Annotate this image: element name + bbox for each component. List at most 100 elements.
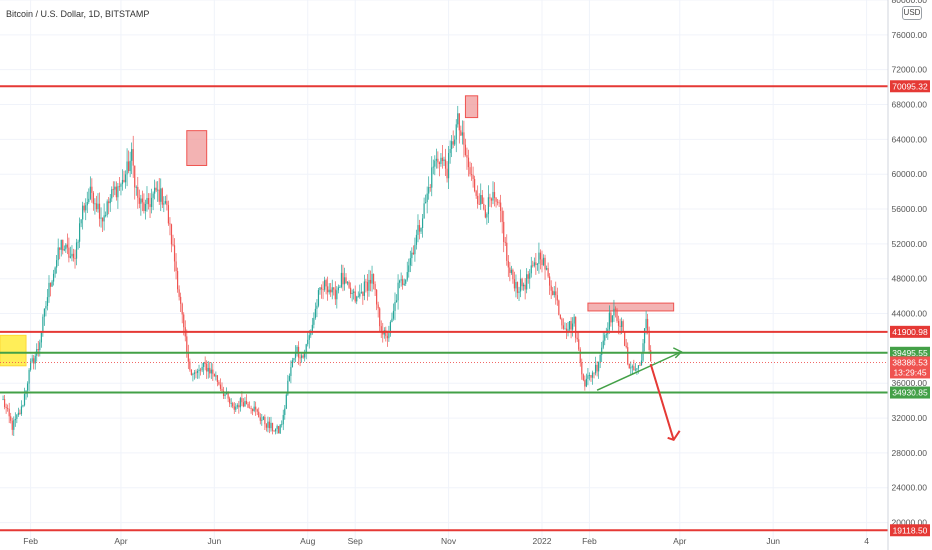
candle-body <box>97 203 99 210</box>
currency-button[interactable]: USD <box>902 6 922 20</box>
candle-body <box>82 205 84 220</box>
green-arrow-head <box>672 347 683 359</box>
y-tick-label: 68000.00 <box>892 100 928 110</box>
y-tick-label: 32000.00 <box>892 413 928 423</box>
candle-body <box>91 186 93 193</box>
candle-body <box>242 402 245 407</box>
candle-body <box>604 335 606 341</box>
candle-body <box>605 334 607 336</box>
candle-body <box>123 179 125 183</box>
candle-body <box>22 405 24 407</box>
candle-body <box>10 416 12 421</box>
candle-body <box>206 363 208 372</box>
candle-body <box>103 215 105 222</box>
candle-body <box>467 157 470 168</box>
candle-body <box>631 366 633 368</box>
candle-body <box>308 335 310 340</box>
candle-body <box>152 193 154 198</box>
candle-body <box>340 272 343 287</box>
candle-body <box>343 277 346 285</box>
candle-body <box>281 424 283 426</box>
candle-body <box>510 269 512 273</box>
candle-body <box>121 179 124 185</box>
candle-body <box>137 186 139 198</box>
candle-body <box>207 367 209 372</box>
level-label-bg <box>890 524 930 537</box>
x-tick-label: 2022 <box>533 536 552 546</box>
candle-body <box>377 304 379 309</box>
candle-body <box>106 201 108 216</box>
level-label-bg <box>890 346 930 359</box>
y-tick-label: 24000.00 <box>892 483 928 493</box>
candle-body <box>599 355 601 362</box>
candle-body <box>610 312 612 323</box>
candle-body <box>250 408 252 409</box>
candle-body <box>647 318 649 331</box>
candle-body <box>274 428 277 432</box>
candle-body <box>28 369 30 384</box>
candle-body <box>593 372 595 374</box>
candle-body <box>559 314 561 319</box>
candle-body <box>441 157 444 162</box>
candle-body <box>500 202 502 211</box>
candle-body <box>68 247 70 258</box>
candle-body <box>181 303 183 315</box>
candle-body <box>221 388 223 391</box>
level-label: 39495.55 <box>892 348 928 358</box>
candle-body <box>477 195 479 204</box>
y-tick-label: 36000.00 <box>892 378 928 388</box>
level-label: 41900.98 <box>892 327 928 337</box>
candle-body <box>13 420 15 430</box>
candle-body <box>161 188 163 205</box>
candle-body <box>62 239 64 251</box>
candle-body <box>132 149 134 166</box>
candle-body <box>328 289 330 293</box>
level-label-bg <box>890 80 930 93</box>
candle-body <box>400 279 402 281</box>
candle-body <box>426 193 428 203</box>
candle-body <box>314 308 316 318</box>
candle-body <box>579 349 581 363</box>
candle-body <box>323 280 326 290</box>
candle-body <box>120 184 122 187</box>
candle-body <box>428 187 430 194</box>
x-tick-label: Sep <box>348 536 363 546</box>
candle-body <box>478 203 480 205</box>
candle-body <box>238 405 240 408</box>
candle-body <box>94 203 96 205</box>
candle-body <box>11 420 13 430</box>
candle-body <box>278 425 280 434</box>
candle-body <box>131 149 133 161</box>
candle-body <box>565 328 568 331</box>
candle-body <box>17 412 19 415</box>
candle-body <box>399 280 401 283</box>
candle-body <box>33 358 35 364</box>
candle-body <box>570 321 572 330</box>
candle-body <box>279 424 281 434</box>
candle-body <box>639 365 641 366</box>
candle-body <box>435 158 437 161</box>
candle-body <box>633 366 635 371</box>
candle-body <box>186 336 188 354</box>
candle-body <box>552 290 554 296</box>
candle-body <box>406 272 408 280</box>
candle-body <box>213 373 215 377</box>
candle-body <box>484 209 486 218</box>
red-arrow-head <box>667 430 681 442</box>
candle-body <box>541 259 543 266</box>
level-label: 70095.32 <box>892 81 928 91</box>
candle-body <box>80 219 82 224</box>
y-tick-label: 72000.00 <box>892 65 928 75</box>
candle-body <box>431 167 433 188</box>
candle-body <box>23 393 26 406</box>
x-tick-label: Apr <box>114 536 127 546</box>
candle-body <box>327 286 329 293</box>
candle-body <box>503 221 505 242</box>
candle-body <box>43 308 45 317</box>
candle-body <box>640 360 643 366</box>
candle-body <box>271 422 274 431</box>
candle-body <box>463 132 465 145</box>
candle-body <box>265 424 267 428</box>
candle-body <box>143 202 145 212</box>
